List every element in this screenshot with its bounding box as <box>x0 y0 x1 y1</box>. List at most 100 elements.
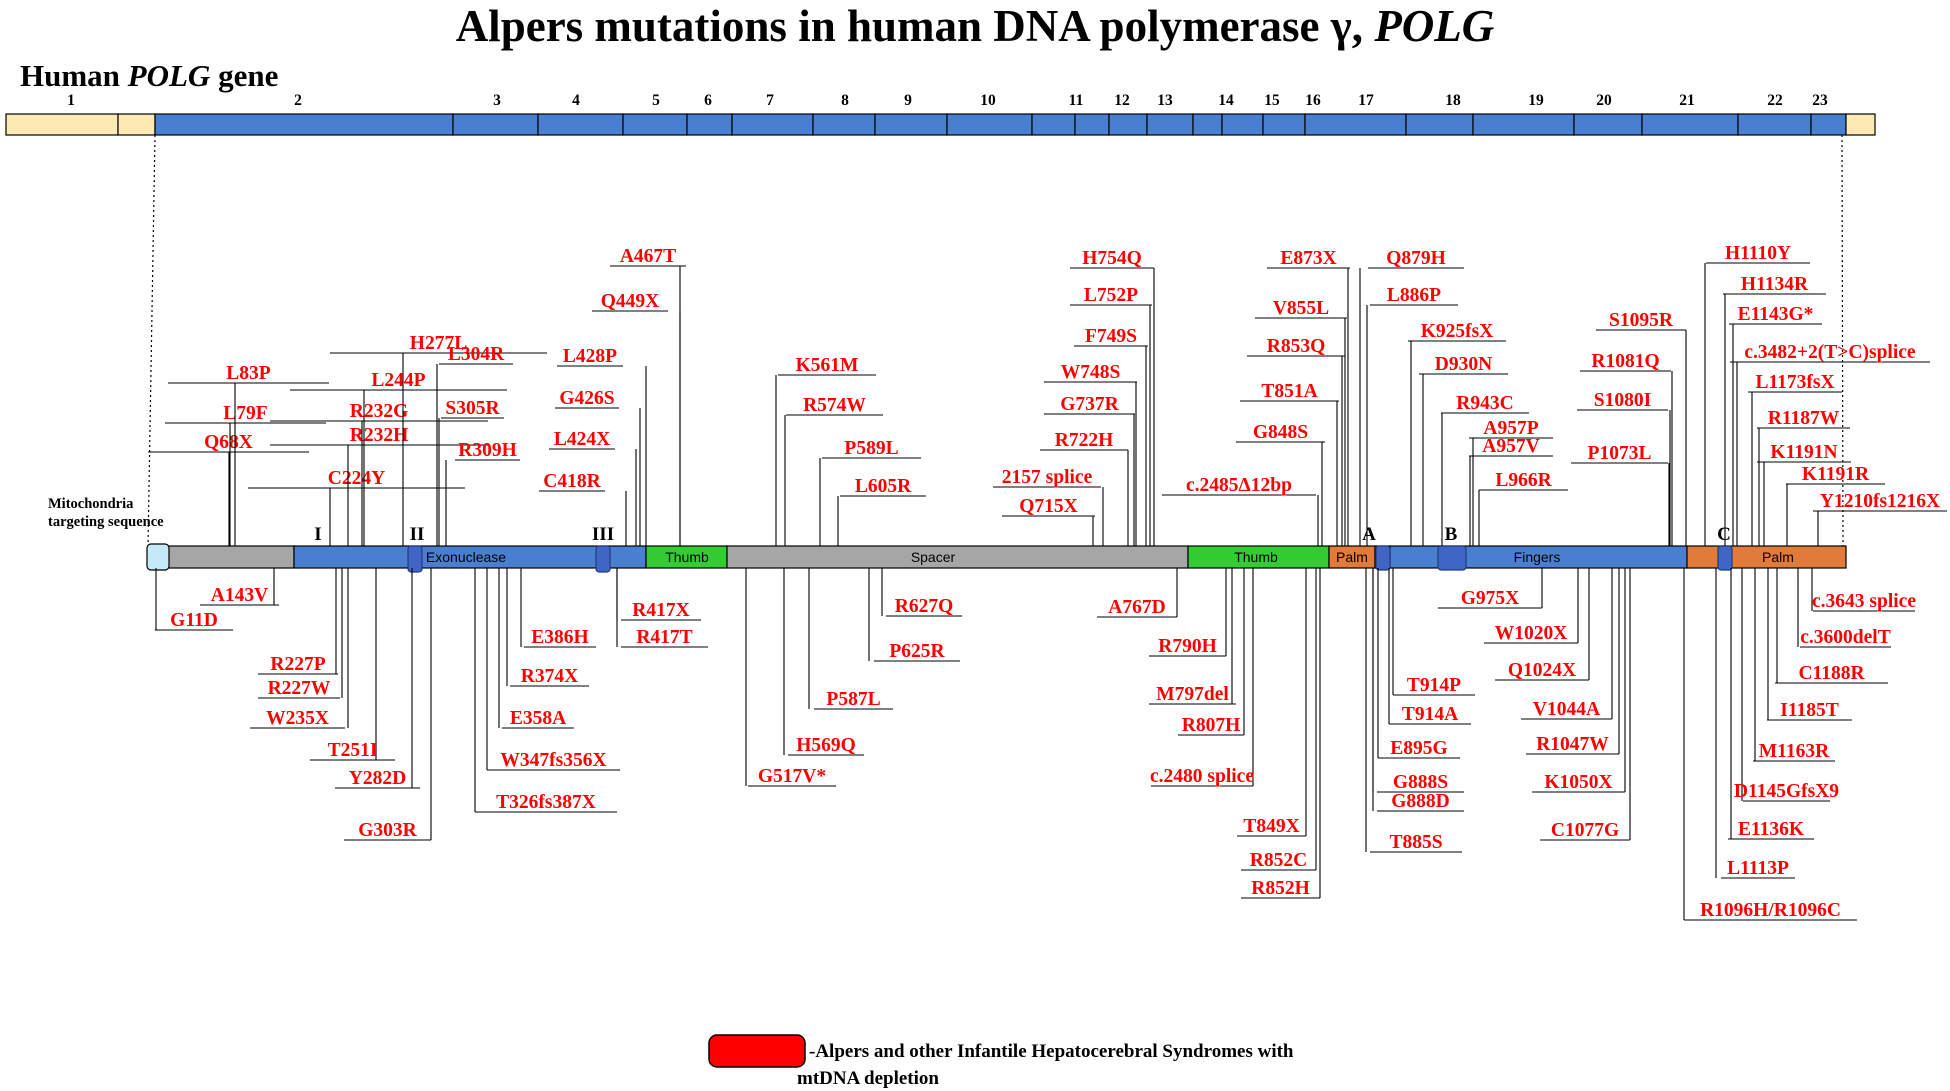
mutation-label-t849x[interactable]: T849X <box>1243 816 1299 837</box>
mutation-label-2157-splice[interactable]: 2157 splice <box>1002 467 1093 488</box>
mutation-label-k1191r[interactable]: K1191R <box>1802 464 1870 485</box>
mutation-label-e358a[interactable]: E358A <box>510 708 566 729</box>
mutation-label-g737r[interactable]: G737R <box>1060 394 1119 415</box>
mutation-label-r853q[interactable]: R853Q <box>1267 336 1326 357</box>
mutation-label-g303r[interactable]: G303R <box>358 820 417 841</box>
mutation-label-k925fsx[interactable]: K925fsX <box>1421 321 1494 342</box>
mutation-label-h569q[interactable]: H569Q <box>796 735 856 756</box>
mutation-label-r807h[interactable]: R807H <box>1182 715 1241 736</box>
mutation-label-c-3643-splice[interactable]: c.3643 splice <box>1812 591 1916 612</box>
mutation-label-k561m[interactable]: K561M <box>796 355 859 376</box>
mutation-label-r1047w[interactable]: R1047W <box>1536 734 1609 755</box>
mutation-label-e873x[interactable]: E873X <box>1280 248 1336 269</box>
mutation-label-r574w[interactable]: R574W <box>803 395 866 416</box>
mutation-label-g11d[interactable]: G11D <box>170 610 218 631</box>
mutation-label-q68x[interactable]: Q68X <box>204 432 253 453</box>
mutation-label-s1080i[interactable]: S1080I <box>1594 390 1651 411</box>
mutation-label-t885s[interactable]: T885S <box>1389 832 1442 853</box>
mutation-label-l1173fsx[interactable]: L1173fsX <box>1755 372 1834 393</box>
mutation-label-r790h[interactable]: R790H <box>1158 636 1217 657</box>
mutation-label-p1073l[interactable]: P1073L <box>1588 443 1652 464</box>
mutation-label-g888s[interactable]: G888S <box>1393 772 1448 793</box>
mutation-label-s305r[interactable]: S305R <box>445 398 500 419</box>
mutation-label-y282d[interactable]: Y282D <box>349 768 406 789</box>
mutation-label-a957p[interactable]: A957P <box>1483 418 1538 439</box>
mutation-label-q449x[interactable]: Q449X <box>601 291 660 312</box>
mutation-label-w347fs356x[interactable]: W347fs356X <box>500 750 606 771</box>
mutation-label-a957v[interactable]: A957V <box>1482 436 1539 457</box>
mutation-label-q879h[interactable]: Q879H <box>1386 248 1446 269</box>
mutation-label-g975x[interactable]: G975X <box>1461 588 1520 609</box>
mutation-label-a467t[interactable]: A467T <box>620 246 676 267</box>
mutation-label-r1096h-r1096c[interactable]: R1096H/R1096C <box>1700 900 1841 921</box>
mutation-label-w1020x[interactable]: W1020X <box>1495 623 1568 644</box>
mutation-label-g517v[interactable]: G517V* <box>758 766 826 787</box>
mutation-label-l428p[interactable]: L428P <box>563 346 617 367</box>
mutation-label-r943c[interactable]: R943C <box>1456 393 1513 414</box>
mutation-label-v855l[interactable]: V855L <box>1273 298 1329 319</box>
mutation-label-d930n[interactable]: D930N <box>1435 354 1492 375</box>
mutation-label-k1050x[interactable]: K1050X <box>1544 772 1612 793</box>
mutation-label-p587l[interactable]: P587L <box>826 689 880 710</box>
mutation-label-y1210fs1216x[interactable]: Y1210fs1216X <box>1820 491 1940 512</box>
mutation-label-c1188r[interactable]: C1188R <box>1798 663 1865 684</box>
mutation-label-r232g[interactable]: R232G <box>350 401 409 422</box>
mutation-label-r1081q[interactable]: R1081Q <box>1591 351 1659 372</box>
mutation-label-h1110y[interactable]: H1110Y <box>1725 243 1791 264</box>
mutation-label-c-2480-splice[interactable]: c.2480 splice <box>1150 766 1254 787</box>
mutation-label-l304r[interactable]: L304R <box>448 344 505 365</box>
mutation-label-a767d[interactable]: A767D <box>1108 597 1165 618</box>
mutation-label-e1143g[interactable]: E1143G* <box>1738 304 1814 325</box>
mutation-label-r309h[interactable]: R309H <box>458 440 517 461</box>
mutation-label-r227p[interactable]: R227P <box>270 654 325 675</box>
mutation-label-v1044a[interactable]: V1044A <box>1533 699 1600 720</box>
mutation-label-e895g[interactable]: E895G <box>1390 738 1447 759</box>
mutation-label-c1077g[interactable]: C1077G <box>1551 820 1619 841</box>
mutation-label-g888d[interactable]: G888D <box>1391 791 1450 812</box>
mutation-label-g848s[interactable]: G848S <box>1253 422 1308 443</box>
mutation-label-r852h[interactable]: R852H <box>1251 878 1310 899</box>
mutation-label-r374x[interactable]: R374X <box>521 666 578 687</box>
mutation-label-l752p[interactable]: L752P <box>1084 285 1138 306</box>
mutation-label-r232h[interactable]: R232H <box>350 425 409 446</box>
mutation-label-c224y[interactable]: C224Y <box>328 468 385 489</box>
mutation-label-a143v[interactable]: A143V <box>211 585 268 606</box>
mutation-label-g426s[interactable]: G426S <box>559 388 614 409</box>
mutation-label-m1163r[interactable]: M1163R <box>1759 741 1830 762</box>
mutation-label-t326fs387x[interactable]: T326fs387X <box>496 792 596 813</box>
mutation-label-c418r[interactable]: C418R <box>543 471 601 492</box>
mutation-label-r852c[interactable]: R852C <box>1250 850 1307 871</box>
mutation-label-e386h[interactable]: E386H <box>531 627 588 648</box>
mutation-label-l424x[interactable]: L424X <box>554 429 610 450</box>
mutation-label-h754q[interactable]: H754Q <box>1082 248 1142 269</box>
mutation-label-l83p[interactable]: L83P <box>226 363 271 384</box>
mutation-label-t251i[interactable]: T251I <box>328 740 378 761</box>
mutation-label-c-3482-2-t-c-splice[interactable]: c.3482+2(T>C)splice <box>1744 342 1916 363</box>
mutation-label-q1024x[interactable]: Q1024X <box>1508 660 1576 681</box>
mutation-label-c-2485-12bp[interactable]: c.2485Δ12bp <box>1186 475 1292 496</box>
mutation-label-t914a[interactable]: T914A <box>1402 704 1458 725</box>
mutation-label-l244p[interactable]: L244P <box>371 370 425 391</box>
mutation-label-s1095r[interactable]: S1095R <box>1609 310 1674 331</box>
mutation-label-k1191n[interactable]: K1191N <box>1770 442 1837 463</box>
mutation-label-w748s[interactable]: W748S <box>1061 362 1121 383</box>
mutation-label-r1187w[interactable]: R1187W <box>1768 408 1840 429</box>
mutation-label-r627q[interactable]: R627Q <box>895 596 954 617</box>
mutation-label-r417x[interactable]: R417X <box>632 600 689 621</box>
mutation-label-p625r[interactable]: P625R <box>889 641 945 662</box>
mutation-label-r417t[interactable]: R417T <box>636 627 692 648</box>
mutation-label-q715x[interactable]: Q715X <box>1019 496 1078 517</box>
mutation-label-r227w[interactable]: R227W <box>268 678 331 699</box>
mutation-label-c-3600delt[interactable]: c.3600delT <box>1800 627 1890 648</box>
mutation-label-p589l[interactable]: P589L <box>844 438 898 459</box>
mutation-label-i1185t[interactable]: I1185T <box>1780 700 1839 721</box>
mutation-label-h1134r[interactable]: H1134R <box>1741 274 1809 295</box>
mutation-label-h277l[interactable]: H277L <box>410 333 467 354</box>
mutation-label-l886p[interactable]: L886P <box>1387 285 1441 306</box>
mutation-label-l1113p[interactable]: L1113P <box>1727 858 1789 879</box>
mutation-label-l966r[interactable]: L966R <box>1495 470 1552 491</box>
mutation-label-l605r[interactable]: L605R <box>855 476 912 497</box>
mutation-label-e1136k[interactable]: E1136K <box>1738 819 1805 840</box>
mutation-label-t914p[interactable]: T914P <box>1407 675 1461 696</box>
mutation-label-d1145gfsx9[interactable]: D1145GfsX9 <box>1734 781 1839 802</box>
